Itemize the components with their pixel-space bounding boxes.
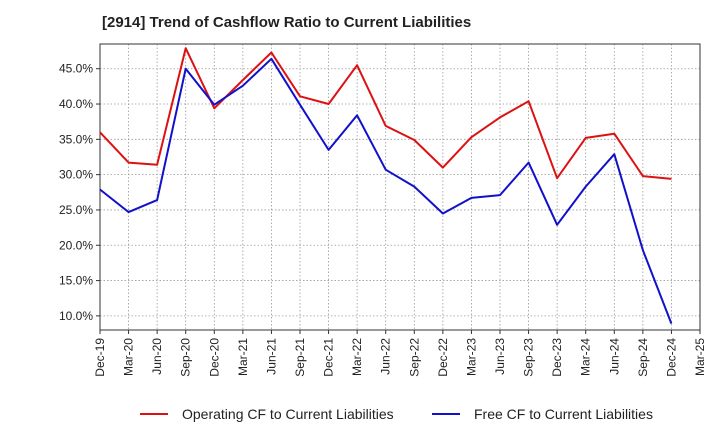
x-tick-label: Jun-23 (493, 338, 507, 375)
series-line-2 (99, 57, 673, 324)
x-tick-label: Jun-20 (150, 338, 164, 375)
x-tick-label: Mar-20 (122, 338, 136, 376)
x-tick-label: Sep-23 (522, 338, 536, 377)
x-tick-label: Mar-23 (464, 338, 478, 376)
series-lines (99, 47, 673, 324)
x-axis: Dec-19 Mar-20 Jun-20 Sep-20 Dec-20 Mar-21 Jun-… (93, 330, 707, 377)
legend: Operating CF to Current Liabilities Free … (140, 406, 653, 422)
x-tick-label: Mar-22 (350, 338, 364, 376)
chart-title: [2914] Trend of Cashflow Ratio to Curren… (102, 14, 472, 31)
x-tick-label: Jun-21 (264, 338, 278, 375)
y-tick-label: 20.0% (59, 238, 93, 252)
y-tick-label: 35.0% (59, 132, 93, 146)
y-tick-label: 30.0% (59, 168, 93, 182)
y-axis: 10.0% 15.0% 20.0% 25.0% 30.0% 35.0% 40.0% 45.0% (59, 62, 100, 323)
x-tick-label: Mar-21 (236, 338, 250, 376)
x-tick-label: Dec-23 (550, 338, 564, 377)
y-tick-label: 40.0% (59, 97, 93, 111)
y-tick-label: 10.0% (59, 309, 93, 323)
y-tick-label: 15.0% (59, 274, 93, 288)
x-tick-label: Mar-25 (693, 338, 707, 376)
plot-frame (99, 43, 701, 331)
x-tick-label: Sep-21 (293, 338, 307, 377)
x-tick-label: Dec-20 (207, 338, 221, 377)
x-tick-label: Sep-24 (636, 338, 650, 377)
y-tick-label: 45.0% (59, 62, 93, 76)
x-tick-label: Mar-24 (579, 338, 593, 376)
x-tick-label: Sep-22 (407, 338, 421, 377)
x-tick-label: Jun-22 (379, 338, 393, 375)
legend-label: Operating CF to Current Liabilities (182, 406, 394, 422)
x-tick-label: Dec-19 (93, 338, 107, 377)
x-tick-label: Jun-24 (607, 338, 621, 375)
x-tick-label: Dec-22 (436, 338, 450, 377)
x-tick-label: Dec-24 (664, 338, 678, 377)
x-tick-label: Sep-20 (179, 338, 193, 377)
grid-lines (100, 44, 700, 330)
legend-label: Free CF to Current Liabilities (474, 406, 653, 422)
y-tick-label: 25.0% (59, 203, 93, 217)
x-tick-label: Dec-21 (322, 338, 336, 377)
series-line-1 (99, 47, 672, 180)
